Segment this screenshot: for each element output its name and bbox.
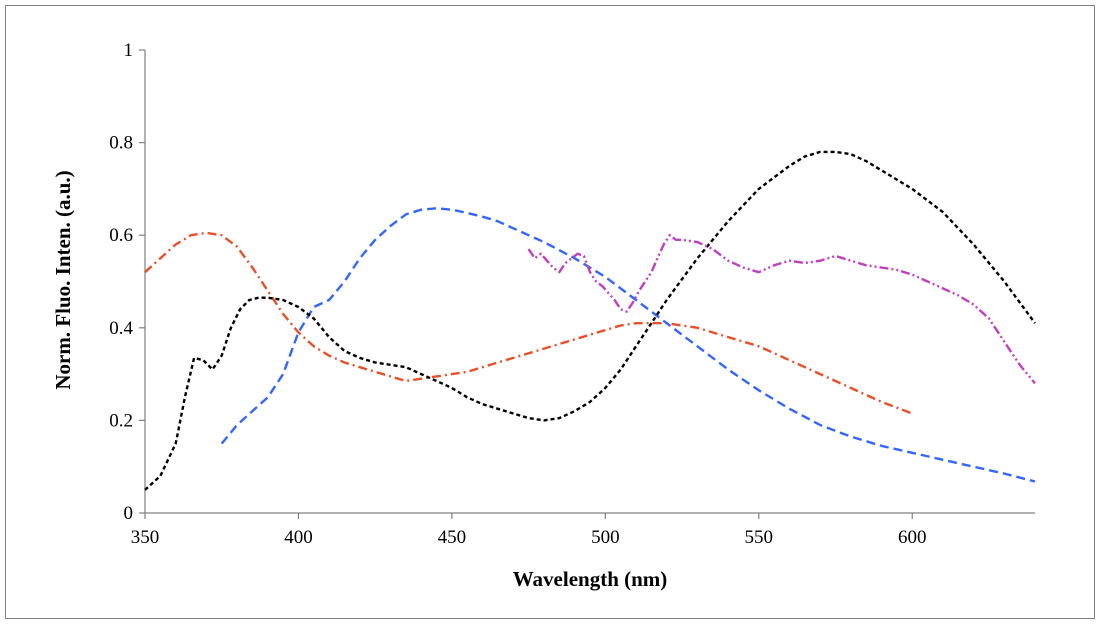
y-tick-label: 0.6 [109, 225, 133, 246]
axes-group: 0 0.2 0.4 0.6 0.8 1 350 400 450 500 550 600 [109, 40, 1035, 548]
x-tick-label: 550 [745, 527, 774, 548]
series-line-3 [144, 150, 1036, 491]
y-tick-label: 0.2 [109, 410, 133, 431]
series-line-1 [144, 231, 913, 415]
x-axis-title: Wavelength (nm) [513, 567, 668, 591]
x-tick-label: 500 [591, 527, 620, 548]
y-tick-label: 0.4 [109, 318, 133, 339]
x-tick-label: 350 [131, 527, 160, 548]
y-axis-title: Norm. Fluo. Inten. (a.u.) [51, 170, 75, 389]
y-tick-label: 0 [124, 503, 134, 524]
series-group [144, 150, 1036, 491]
y-tick-label: 1 [124, 40, 134, 61]
chart-frame [5, 5, 1095, 619]
x-tick-label: 400 [284, 527, 313, 548]
y-tick-label: 0.8 [109, 133, 133, 154]
x-tick-label: 600 [898, 527, 927, 548]
series-line-2 [220, 207, 1036, 483]
series-line-4 [527, 233, 1036, 385]
x-tick-label: 450 [438, 527, 467, 548]
